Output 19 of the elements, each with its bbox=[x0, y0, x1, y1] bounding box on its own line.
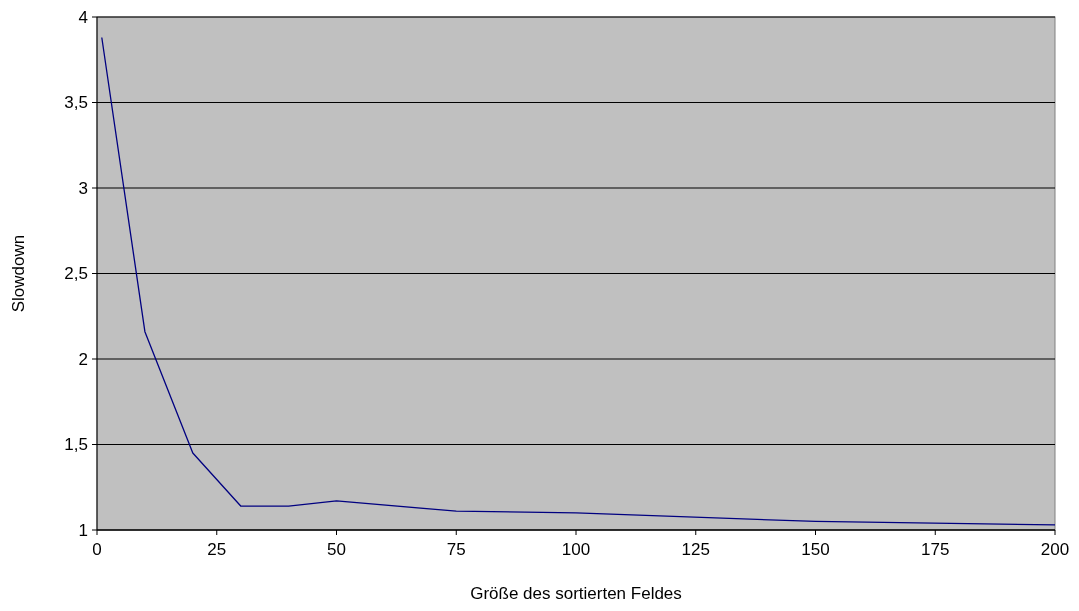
x-axis-title: Größe des sortierten Feldes bbox=[470, 584, 682, 603]
y-tick-label: 1,5 bbox=[64, 435, 88, 455]
x-tick-label: 25 bbox=[207, 540, 227, 559]
y-tick-label: 2,5 bbox=[64, 264, 88, 284]
x-tick-label: 100 bbox=[561, 540, 591, 559]
y-axis-title: Slowdown bbox=[9, 234, 28, 313]
y-tick-label: 1 bbox=[78, 520, 88, 540]
line-series bbox=[101, 36, 1056, 526]
y-tick-label: 4 bbox=[78, 7, 88, 27]
x-tick-label: 125 bbox=[681, 540, 710, 559]
y-tick-label: 3 bbox=[78, 178, 88, 198]
x-tick-label: 150 bbox=[801, 540, 830, 559]
x-tick-label: 50 bbox=[327, 540, 346, 559]
y-tick-label: 2 bbox=[78, 349, 88, 369]
x-tick-label: 175 bbox=[921, 540, 950, 559]
x-tick-label: 200 bbox=[1040, 540, 1070, 559]
y-tick-label: 3,5 bbox=[64, 93, 88, 113]
x-tick-label: 75 bbox=[446, 540, 466, 559]
x-tick-label: 0 bbox=[92, 540, 102, 559]
